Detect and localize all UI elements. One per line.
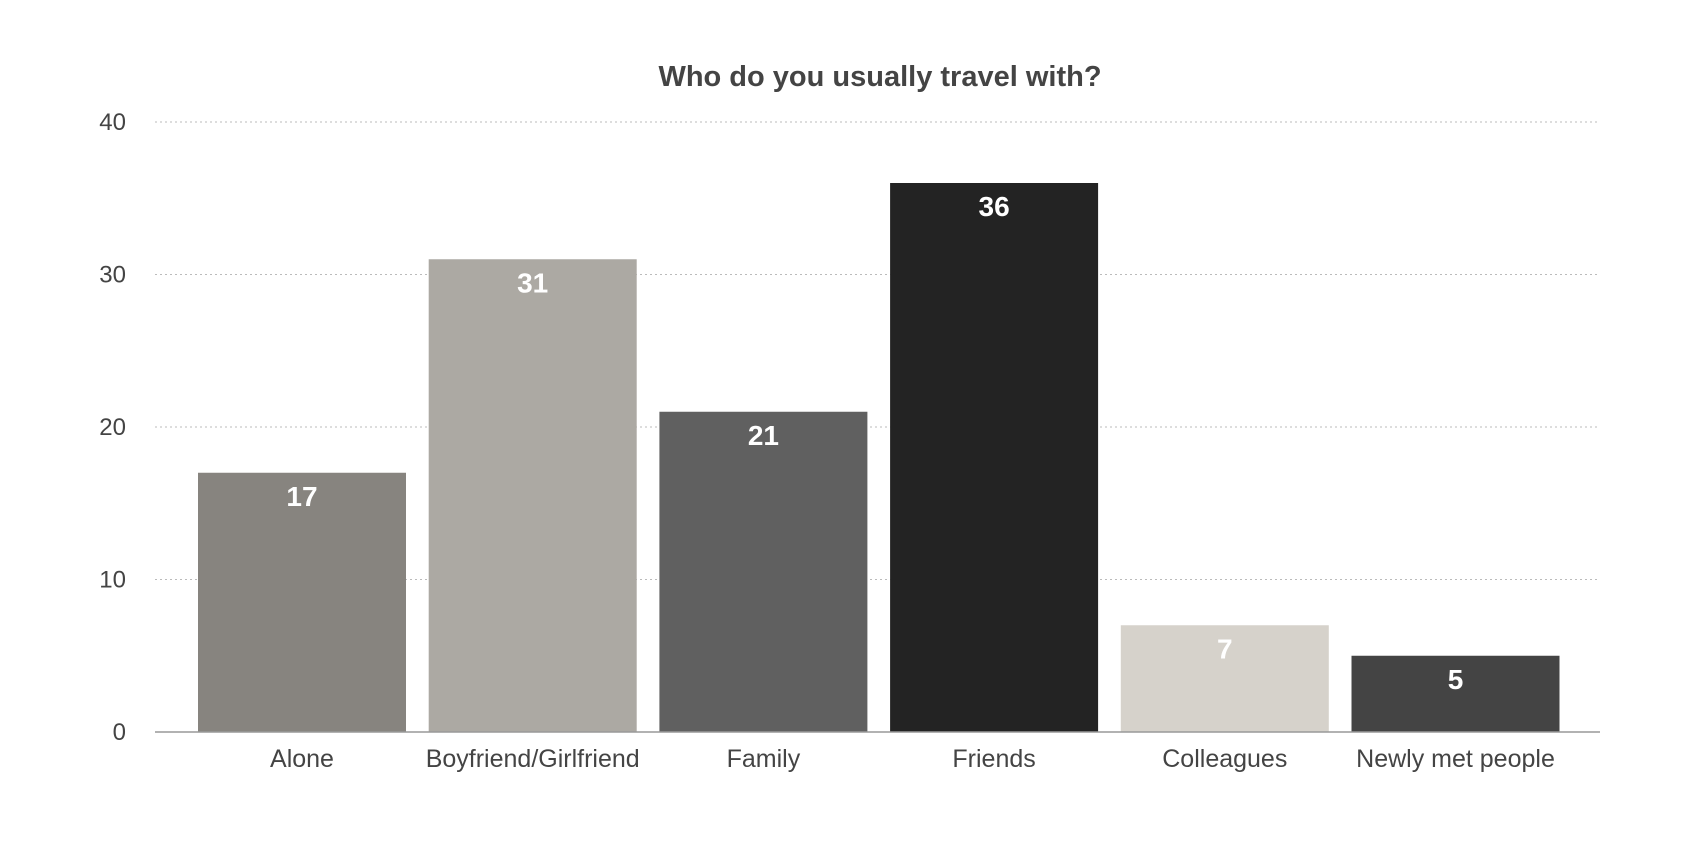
bars [198, 183, 1560, 732]
x-axis-category-labels: Alone Boyfriend/Girlfriend Family Friends Co… [270, 745, 1555, 773]
bar [659, 411, 868, 732]
bar [198, 472, 406, 732]
data-label: 36 [979, 191, 1010, 222]
data-label: 21 [748, 420, 779, 451]
data-label: 17 [286, 481, 317, 512]
x-category-label: Family [727, 745, 801, 773]
x-category-label: Boyfriend/Girlfriend [426, 745, 640, 773]
data-label: 7 [1217, 633, 1233, 664]
y-tick-label: 40 [99, 109, 126, 136]
data-label: 31 [517, 267, 548, 298]
y-axis-tick-labels: 0 10 20 30 40 [99, 109, 126, 746]
y-tick-label: 0 [113, 719, 126, 746]
bar [890, 183, 1099, 732]
data-label: 5 [1448, 664, 1464, 695]
data-labels: 17 31 21 36 7 5 [286, 191, 1463, 695]
bar [1351, 655, 1560, 732]
x-category-label: Alone [270, 745, 334, 773]
y-tick-label: 20 [99, 414, 126, 441]
x-category-label: Newly met people [1356, 745, 1555, 773]
y-tick-label: 10 [99, 567, 126, 594]
chart-title: Who do you usually travel with? [658, 61, 1101, 93]
x-category-label: Colleagues [1162, 745, 1287, 773]
bar [428, 259, 637, 732]
y-tick-label: 30 [99, 262, 126, 289]
x-category-label: Friends [952, 745, 1035, 773]
bar [1120, 625, 1329, 732]
